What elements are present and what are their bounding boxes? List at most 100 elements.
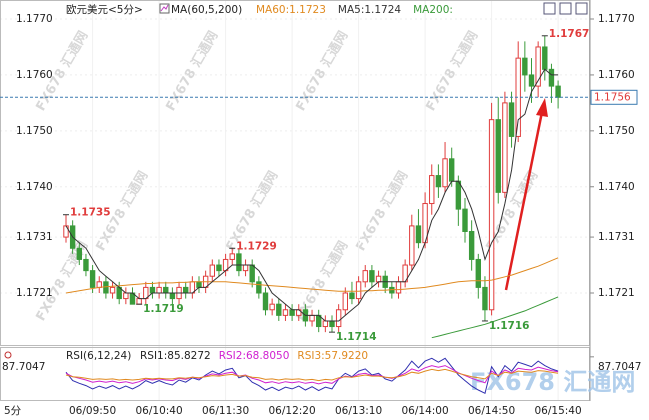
candle-body [528, 74, 535, 87]
candle-body [242, 264, 249, 272]
candle-body [89, 270, 96, 288]
candle-body [415, 225, 422, 244]
y-tick-label-left: 1.1740 [16, 181, 53, 193]
y-tick-label: 1.1750 [598, 125, 635, 137]
candle-body [169, 292, 176, 300]
rsi-icon [4, 351, 12, 359]
candle-body [183, 286, 189, 294]
ma-icon [159, 3, 170, 14]
candle-body [109, 286, 116, 294]
candle-body [282, 309, 289, 316]
rsi-line [65, 365, 559, 385]
annotation: 1.1767 [549, 28, 590, 40]
last-price-box [590, 89, 638, 105]
x-tick-label: 06/14:00 [402, 405, 449, 417]
toolbar-button[interactable] [559, 2, 572, 15]
y-tick-label-left: 1.1760 [16, 69, 53, 81]
candle-body [156, 286, 162, 294]
rsi-line [65, 357, 559, 395]
candle-body [362, 270, 368, 283]
candle-body [329, 320, 335, 328]
candle-body [555, 85, 561, 98]
candle-body [395, 281, 402, 294]
y-tick-label-left: 1.1721 [16, 287, 53, 299]
legend-entry: MA5:1.1724 [338, 4, 402, 16]
candle-body [309, 314, 315, 322]
candle-body [136, 298, 142, 305]
ma-label: MA(60,5,200) [171, 4, 242, 16]
candle-body [229, 253, 235, 260]
y-tick-label: 1.1740 [598, 181, 635, 193]
candle-body [335, 309, 342, 328]
period-label: 5分 [4, 405, 22, 417]
candle-body [249, 264, 255, 283]
last-price-label: 1.1756 [594, 91, 631, 103]
annotation: 1.1729 [236, 240, 277, 252]
candle-body [236, 253, 242, 272]
candle-body [542, 46, 548, 70]
candle-body [375, 275, 382, 283]
x-tick-label: 06/10:40 [136, 405, 183, 417]
candle-body [355, 281, 362, 300]
x-tick-label: 06/15:40 [535, 405, 582, 417]
ma-line [65, 68, 559, 322]
y-tick-label: 1.1770 [598, 13, 635, 25]
annotation: 1.1719 [143, 303, 184, 315]
rsi-legend-entry: RSI3:57.9220 [297, 350, 368, 362]
candle-body [455, 180, 462, 210]
candle-body [488, 119, 495, 311]
x-tick-label: 06/09:50 [69, 405, 116, 417]
candle-body [96, 281, 102, 288]
candle-body [76, 247, 82, 260]
legend-entry: MA60:1.1723 [256, 4, 326, 16]
candle-body [482, 286, 488, 311]
candle-body [522, 57, 528, 76]
arrow [504, 98, 548, 291]
candle-body [63, 225, 69, 238]
candle-body [209, 264, 216, 277]
x-tick-label: 06/11:30 [202, 405, 249, 417]
candle-body [468, 230, 475, 260]
rsi-title: RSI(6,12,24) [66, 350, 131, 362]
toolbar[interactable] [543, 2, 588, 15]
annotation: 1.1735 [70, 207, 111, 219]
y-tick-label-left: 1.1750 [16, 125, 53, 137]
ma-line [65, 257, 559, 294]
y-tick-label-left: 1.1770 [16, 13, 53, 25]
x-tick-label: 06/13:10 [335, 405, 382, 417]
legend-entry: MA200: [413, 4, 453, 16]
candle-body [196, 281, 202, 288]
candle-body [462, 208, 468, 232]
y-tick-label-left: 1.1731 [16, 231, 53, 243]
rsi-legend-entry: RSI2:68.8050 [219, 350, 290, 362]
toolbar-button[interactable] [543, 2, 556, 15]
toolbar-button[interactable] [575, 2, 588, 15]
candle-body [276, 303, 282, 316]
candle-body [535, 46, 541, 87]
candle-body [369, 270, 375, 283]
candle-body [216, 264, 222, 272]
candle-body [508, 102, 515, 137]
ma-icon-line [160, 4, 169, 12]
candle-body [495, 119, 501, 193]
candle-body [502, 102, 508, 193]
candle-body [449, 158, 455, 182]
rsi-line [65, 368, 559, 382]
candle-body [83, 258, 89, 272]
candle-body [409, 225, 415, 266]
arrow-head [536, 98, 548, 117]
annotation: 1.1714 [336, 331, 377, 343]
ma-line [431, 296, 559, 339]
candle-body [289, 309, 295, 316]
candle-body [475, 258, 482, 288]
y-tick-label: 1.1721 [598, 287, 635, 299]
annotation: 1.1716 [489, 320, 530, 332]
rsi-tick-label: 87.7047 [598, 361, 641, 373]
y-tick-label: 1.1760 [598, 69, 635, 81]
candle-body [149, 286, 156, 294]
candle-body [429, 175, 435, 205]
candle-body [322, 320, 329, 328]
candle-body [269, 303, 275, 311]
chart-title: 欧元美元<5分> [66, 3, 143, 16]
